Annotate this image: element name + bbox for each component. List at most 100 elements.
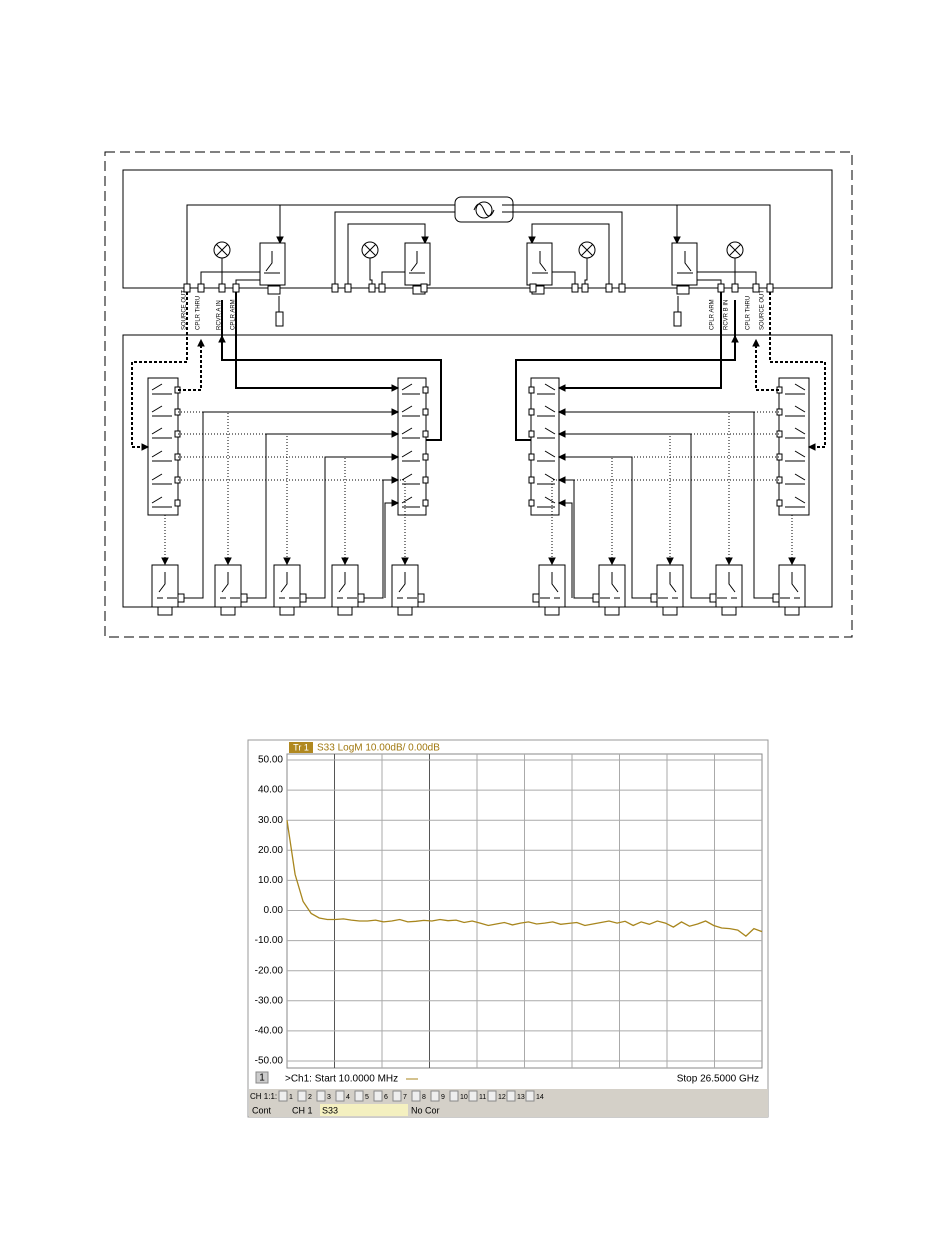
port-connector bbox=[397, 606, 413, 616]
channel-button-label[interactable]: 2 bbox=[308, 1094, 312, 1101]
channel-button[interactable] bbox=[468, 1090, 478, 1102]
signal-path bbox=[334, 211, 455, 288]
channel-button[interactable] bbox=[373, 1090, 383, 1102]
termination bbox=[275, 311, 284, 327]
channel-button[interactable] bbox=[487, 1090, 497, 1102]
y-tick-label: 40.00 bbox=[258, 785, 283, 796]
channel-button[interactable] bbox=[278, 1090, 288, 1102]
port-label: CPLR ARM bbox=[710, 299, 716, 330]
channel-button-label[interactable]: 12 bbox=[498, 1094, 506, 1101]
connector bbox=[177, 593, 185, 603]
signal-path bbox=[151, 450, 172, 462]
status-text: Cont bbox=[252, 1105, 272, 1115]
arrowhead bbox=[391, 476, 400, 484]
arrowhead bbox=[401, 557, 409, 566]
connector bbox=[357, 593, 365, 603]
channel-button[interactable] bbox=[316, 1090, 326, 1102]
stop-label: Stop 26.5000 GHz bbox=[677, 1074, 759, 1085]
test-port-switch bbox=[331, 564, 359, 608]
channel-button[interactable] bbox=[506, 1090, 516, 1102]
arrowhead bbox=[218, 334, 226, 343]
connector bbox=[422, 408, 429, 416]
channel-button[interactable] bbox=[297, 1090, 307, 1102]
channel-button-label[interactable]: 14 bbox=[536, 1094, 544, 1101]
switch-stack bbox=[397, 377, 427, 516]
arrowhead bbox=[391, 384, 400, 392]
diagram-half bbox=[131, 204, 455, 616]
channel-button[interactable] bbox=[430, 1090, 440, 1102]
signal-path bbox=[401, 405, 420, 417]
channel-button[interactable] bbox=[525, 1090, 535, 1102]
signal-path bbox=[151, 405, 172, 417]
channel-box bbox=[255, 1071, 269, 1084]
channel-button[interactable] bbox=[335, 1090, 345, 1102]
y-tick-label: 50.00 bbox=[258, 755, 283, 766]
signal-path bbox=[347, 223, 426, 288]
y-tick-label: -20.00 bbox=[255, 965, 284, 976]
connector bbox=[174, 453, 181, 461]
y-tick-label: 20.00 bbox=[258, 845, 283, 856]
signal-path bbox=[216, 244, 228, 256]
channel-button[interactable] bbox=[392, 1090, 402, 1102]
y-tick-label: -40.00 bbox=[255, 1026, 284, 1037]
connector bbox=[417, 593, 425, 603]
arrowhead bbox=[276, 236, 284, 245]
arrowhead bbox=[283, 557, 291, 566]
connector bbox=[240, 593, 248, 603]
connector bbox=[422, 386, 429, 394]
start-label: >Ch1: Start 10.0000 MHz bbox=[285, 1074, 398, 1085]
connector bbox=[331, 283, 339, 293]
port-label: RCVR A IN bbox=[217, 300, 223, 330]
port-labels: SOURCE OUT CPLR THRU RCVR A IN CPLR ARM CPLR… bbox=[182, 290, 766, 330]
channel-button[interactable] bbox=[449, 1090, 459, 1102]
signal-path bbox=[397, 572, 417, 599]
channel-button-label[interactable]: 8 bbox=[422, 1094, 426, 1101]
trace-tag: Tr 1 bbox=[293, 742, 309, 752]
coupler bbox=[404, 242, 431, 286]
signal-path bbox=[235, 292, 392, 389]
channel-button-label[interactable]: 13 bbox=[517, 1094, 525, 1101]
switch-stack bbox=[147, 377, 179, 516]
channel-button-label[interactable]: 3 bbox=[327, 1094, 331, 1101]
port-label: CPLR THRU bbox=[196, 296, 202, 330]
signal-path bbox=[264, 251, 280, 274]
source-symbol bbox=[473, 203, 495, 217]
signal-path bbox=[151, 496, 172, 508]
port-label: CPLR THRU bbox=[746, 296, 752, 330]
connector bbox=[422, 476, 429, 484]
arrowhead bbox=[391, 453, 400, 461]
signal-path bbox=[178, 346, 202, 391]
screen-frame bbox=[247, 739, 769, 1118]
signal-path bbox=[151, 383, 172, 395]
channel-button-label[interactable]: 11 bbox=[479, 1094, 486, 1101]
channel-button-label[interactable]: 6 bbox=[384, 1094, 388, 1101]
connector bbox=[422, 499, 429, 507]
signal-path bbox=[364, 244, 376, 256]
signal-path bbox=[401, 496, 420, 508]
channel-button-label[interactable]: 10 bbox=[460, 1094, 468, 1101]
signal-path bbox=[279, 572, 299, 599]
channel-button[interactable] bbox=[354, 1090, 364, 1102]
test-port-switch bbox=[391, 564, 419, 608]
channel-button-label[interactable]: 5 bbox=[365, 1094, 369, 1101]
signal-path bbox=[186, 204, 455, 288]
channel-button-label[interactable]: 4 bbox=[346, 1094, 350, 1101]
channel-button-label[interactable]: 7 bbox=[403, 1094, 407, 1101]
connector bbox=[218, 283, 226, 293]
arrowhead bbox=[391, 499, 400, 507]
signal-path bbox=[235, 279, 260, 288]
port-connector bbox=[220, 606, 236, 616]
channel-button-label[interactable]: 9 bbox=[441, 1094, 445, 1101]
connector bbox=[174, 408, 181, 416]
connector bbox=[267, 285, 281, 295]
signal-path bbox=[151, 427, 172, 439]
signal-path bbox=[409, 251, 425, 274]
channel-button-label[interactable]: 1 bbox=[289, 1094, 293, 1101]
channel-button[interactable] bbox=[411, 1090, 421, 1102]
status-text: S33 bbox=[322, 1105, 338, 1115]
test-port-switch bbox=[151, 564, 179, 608]
port-connector bbox=[279, 606, 295, 616]
channel-number: 1 bbox=[259, 1073, 265, 1084]
signal-path bbox=[178, 456, 346, 558]
diagram-half-mirror bbox=[501, 204, 826, 616]
